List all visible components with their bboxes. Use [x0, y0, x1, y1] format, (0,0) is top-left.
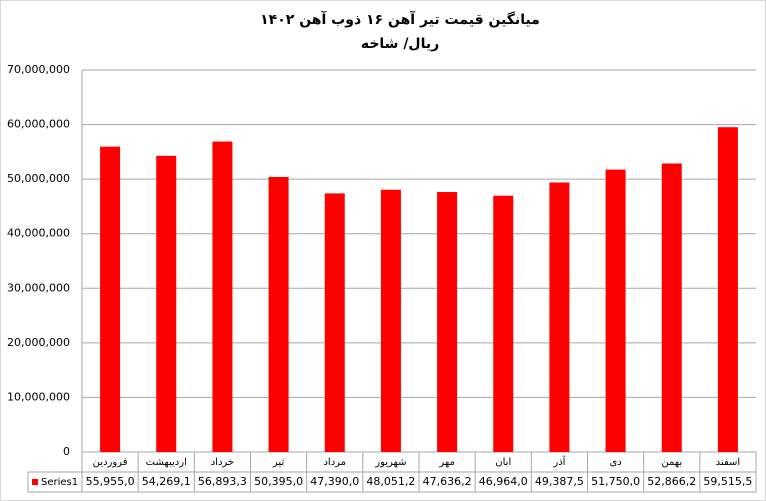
y-tick-label: 10,000,000	[7, 390, 70, 403]
table-value: 51,750,0	[591, 475, 640, 488]
x-tick-label: اردیبهشت	[146, 457, 187, 468]
bar	[100, 146, 121, 452]
x-tick-label: اسفند	[716, 457, 740, 468]
x-tick-label: بهمن	[661, 457, 682, 468]
table-value: 54,269,1	[142, 475, 191, 488]
bar	[324, 193, 345, 453]
bar	[156, 155, 177, 452]
table-value: 50,395,0	[254, 475, 303, 488]
x-tick-label: آذر	[552, 455, 566, 468]
table-value: 47,390,0	[310, 475, 359, 488]
bar	[493, 195, 514, 452]
legend-key	[32, 479, 38, 485]
x-tick-label: فروردین	[93, 457, 128, 468]
bar	[605, 169, 626, 453]
x-tick-label: مهر	[438, 457, 454, 468]
table-value: 49,387,5	[535, 475, 584, 488]
x-tick-label: تیر	[272, 457, 285, 468]
bar	[717, 127, 738, 452]
bar	[212, 141, 233, 452]
chart-subtitle: ریال/ شاخه	[361, 36, 439, 52]
y-tick-label: 20,000,000	[7, 336, 70, 349]
legend-label: Series1	[41, 477, 78, 488]
table-value: 46,964,0	[479, 475, 528, 488]
table-value: 55,955,0	[86, 475, 135, 488]
table-value: 56,893,3	[198, 475, 247, 488]
table-value: 52,866,2	[647, 475, 696, 488]
x-tick-label: خرداد	[211, 457, 234, 468]
bar	[661, 163, 682, 452]
bar	[437, 192, 458, 452]
bar	[549, 182, 570, 452]
table-value: 48,051,2	[366, 475, 415, 488]
y-tick-label: 0	[63, 445, 70, 458]
bar	[268, 176, 289, 452]
x-tick-label: ابان	[495, 457, 511, 468]
x-tick-label: مرداد	[323, 457, 346, 468]
chart-title: میانگین قیمت تیر آهن ۱۶ ذوب آهن ۱۴۰۲	[260, 10, 540, 28]
bar	[380, 189, 401, 452]
x-tick-label: شهریور	[374, 457, 406, 468]
x-tick-label: دی	[609, 457, 621, 468]
y-tick-label: 70,000,000	[7, 63, 70, 76]
y-tick-label: 50,000,000	[7, 172, 70, 185]
y-tick-label: 60,000,000	[7, 118, 70, 131]
table-value: 47,636,2	[423, 475, 472, 488]
y-tick-label: 40,000,000	[7, 227, 70, 240]
y-tick-label: 30,000,000	[7, 281, 70, 294]
table-value: 59,515,5	[703, 475, 752, 488]
